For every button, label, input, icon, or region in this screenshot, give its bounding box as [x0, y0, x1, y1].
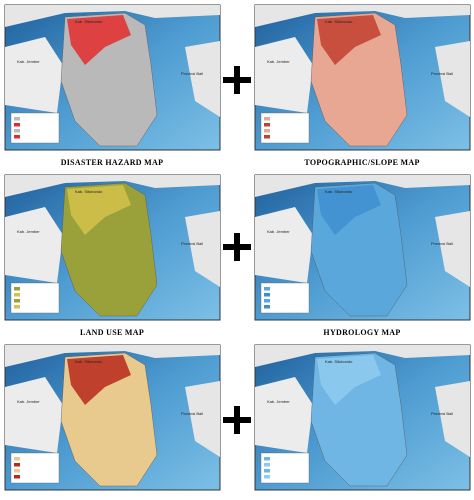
- legend-swatch: [14, 457, 20, 461]
- map-feature: [67, 15, 131, 65]
- map-feature: [317, 355, 381, 405]
- legend-swatch: [14, 129, 20, 133]
- map-label: Kab. Situbondo: [75, 359, 103, 364]
- map-label: Kab. Jember: [17, 399, 40, 404]
- legend-swatch: [264, 293, 270, 297]
- legend-swatch: [14, 299, 20, 303]
- map-caption: TOPOGRAPHIC/SLOPE MAP: [304, 158, 419, 167]
- map-label: Kab. Jember: [267, 399, 290, 404]
- map-panel: Kab. Situbondo Kab. Jember Provinsi Bali: [254, 4, 471, 151]
- legend-swatch: [14, 469, 20, 473]
- map-panel: Kab. Situbondo Kab. Jember Provinsi Bali: [4, 4, 221, 151]
- map-caption: LAND USE MAP: [80, 328, 144, 337]
- plus-v: [234, 66, 240, 94]
- map-label: Kab. Situbondo: [75, 189, 103, 194]
- plus-v: [234, 406, 240, 434]
- legend-swatch: [14, 135, 20, 139]
- legend-swatch: [14, 123, 20, 127]
- map-feature: [67, 355, 131, 405]
- legend-swatch: [14, 463, 20, 467]
- map-panel: Kab. Situbondo Kab. Jember Provinsi Bali: [254, 344, 471, 491]
- map-feature: [67, 185, 131, 235]
- map-panel: Kab. Situbondo Kab. Jember Provinsi Bali: [254, 174, 471, 321]
- legend-swatch: [14, 287, 20, 291]
- map-label: Provinsi Bali: [181, 71, 203, 76]
- map-caption: HYDROLOGY MAP: [323, 328, 400, 337]
- legend-swatch: [14, 475, 20, 479]
- legend-swatch: [14, 293, 20, 297]
- map-label: Provinsi Bali: [181, 241, 203, 246]
- legend-swatch: [264, 305, 270, 309]
- map-label: Kab. Jember: [17, 229, 40, 234]
- legend-swatch: [264, 475, 270, 479]
- legend-swatch: [264, 123, 270, 127]
- map-label: Kab. Jember: [267, 229, 290, 234]
- map-label: Kab. Situbondo: [325, 19, 353, 24]
- legend-swatch: [264, 129, 270, 133]
- plus-v: [234, 233, 240, 261]
- legend-swatch: [264, 457, 270, 461]
- map-panel: Kab. Situbondo Kab. Jember Provinsi Bali: [4, 344, 221, 491]
- map-panel: Kab. Situbondo Kab. Jember Provinsi Bali: [4, 174, 221, 321]
- map-label: Provinsi Bali: [431, 241, 453, 246]
- map-label: Provinsi Bali: [181, 411, 203, 416]
- map-label: Kab. Jember: [17, 59, 40, 64]
- map-label: Kab. Jember: [267, 59, 290, 64]
- map-label: Provinsi Bali: [431, 71, 453, 76]
- legend-swatch: [264, 469, 270, 473]
- map-label: Provinsi Bali: [431, 411, 453, 416]
- map-label: Kab. Situbondo: [75, 19, 103, 24]
- legend-swatch: [14, 305, 20, 309]
- legend-swatch: [264, 299, 270, 303]
- legend-swatch: [264, 135, 270, 139]
- map-feature: [317, 185, 381, 235]
- legend-swatch: [14, 117, 20, 121]
- map-label: Kab. Situbondo: [325, 189, 353, 194]
- legend-swatch: [264, 463, 270, 467]
- legend-swatch: [264, 287, 270, 291]
- map-feature: [317, 15, 381, 65]
- map-caption: DISASTER HAZARD MAP: [61, 158, 164, 167]
- map-label: Kab. Situbondo: [325, 359, 353, 364]
- legend-swatch: [264, 117, 270, 121]
